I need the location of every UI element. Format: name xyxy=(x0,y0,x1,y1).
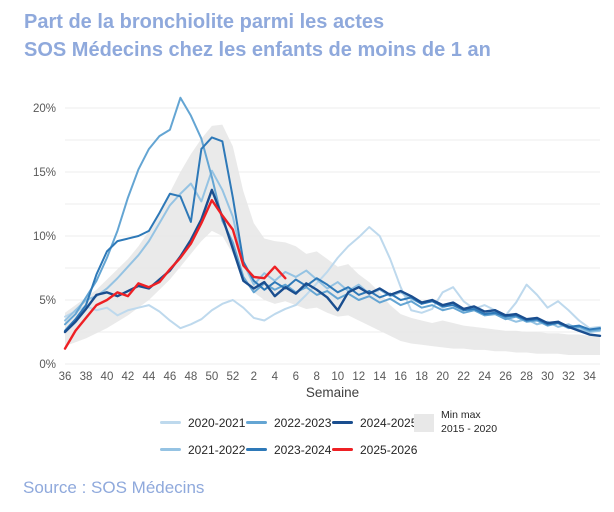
source-text: Source : SOS Médecins xyxy=(23,478,205,497)
legend-swatch-2024-2025 xyxy=(332,421,353,424)
chart-legend: 2020-2021 2022-2023 2024-2025 Min max 20… xyxy=(160,409,600,463)
y-axis-label: 15% xyxy=(33,167,56,179)
x-axis-label: 36 xyxy=(59,371,72,383)
x-axis-label: 32 xyxy=(562,371,575,383)
x-axis-label: 6 xyxy=(293,371,299,383)
page-title: Part de la bronchiolite parmi les actes … xyxy=(24,9,604,64)
legend-row-2: 2021-2022 2023-2024 2025-2026 xyxy=(160,436,600,463)
legend-label-2022-2023: 2022-2023 xyxy=(274,415,332,430)
legend-swatch-2023-2024 xyxy=(246,448,267,451)
y-axis-label: 0% xyxy=(39,359,56,371)
legend-label-minmax: Min max 2015 - 2020 xyxy=(441,409,497,435)
x-axis-label: 42 xyxy=(122,371,135,383)
x-axis-label: 24 xyxy=(478,371,491,383)
title-line-1: Part de la bronchiolite parmi les actes xyxy=(24,11,385,33)
series-line-2020-2021 xyxy=(64,226,601,330)
legend-swatch-2022-2023 xyxy=(246,421,267,424)
legend-item-2021-2022: 2021-2022 xyxy=(160,443,246,457)
legend-item-2025-2026: 2025-2026 xyxy=(332,443,418,457)
legend-label-2025-2026: 2025-2026 xyxy=(360,442,418,457)
x-axis-label: 40 xyxy=(101,371,114,383)
legend-item-2024-2025: 2024-2025 xyxy=(332,416,418,430)
legend-swatch-2021-2022 xyxy=(160,448,181,451)
legend-label-2020-2021: 2020-2021 xyxy=(188,415,246,430)
legend-swatch-minmax xyxy=(414,413,434,432)
x-axis-label: 48 xyxy=(184,371,197,383)
x-axis-label: 8 xyxy=(314,371,320,383)
legend-label-2023-2024: 2023-2024 xyxy=(274,442,332,457)
x-axis-label: 30 xyxy=(541,371,554,383)
legend-item-minmax: Min max 2015 - 2020 xyxy=(414,409,497,435)
x-axis-label: 52 xyxy=(226,371,239,383)
minmax-band xyxy=(65,124,600,356)
legend-item-2023-2024: 2023-2024 xyxy=(246,443,332,457)
legend-label-minmax-line2: 2015 - 2020 xyxy=(441,422,498,435)
x-axis-label: 34 xyxy=(583,371,596,383)
y-axis-label: 10% xyxy=(33,231,56,243)
legend-item-2020-2021: 2020-2021 xyxy=(160,416,246,430)
legend-label-2024-2025: 2024-2025 xyxy=(360,415,418,430)
legend-row-1: 2020-2021 2022-2023 2024-2025 Min max 20… xyxy=(160,409,600,436)
y-axis-label: 20% xyxy=(33,103,56,115)
series-line-2022-2023 xyxy=(64,96,601,332)
x-axis-label: 18 xyxy=(415,371,428,383)
legend-swatch-2020-2021 xyxy=(160,421,181,424)
x-axis-label: 50 xyxy=(205,371,218,383)
x-axis-label: 46 xyxy=(164,371,177,383)
legend-item-2022-2023: 2022-2023 xyxy=(246,416,332,430)
series-line-2023-2024 xyxy=(64,136,601,332)
series-line-2025-2026 xyxy=(63,198,287,350)
legend-label-2021-2022: 2021-2022 xyxy=(188,442,246,457)
legend-swatch-2025-2026 xyxy=(332,448,353,451)
series-line-2021-2022 xyxy=(64,169,601,333)
x-axis-label: 2 xyxy=(251,371,257,383)
x-axis-title: Semaine xyxy=(306,385,359,400)
x-axis-label: 28 xyxy=(520,371,533,383)
x-axis-label: 4 xyxy=(272,371,279,383)
title-line-2: SOS Médecins chez les enfants de moins d… xyxy=(24,38,491,61)
y-axis-label: 5% xyxy=(39,295,56,307)
x-axis-label: 14 xyxy=(373,371,386,383)
x-axis-label: 12 xyxy=(352,371,365,383)
x-axis-label: 16 xyxy=(394,371,407,383)
x-axis-label: 10 xyxy=(331,371,344,383)
x-axis-label: 20 xyxy=(436,371,449,383)
legend-label-minmax-line1: Min max xyxy=(441,409,481,422)
x-axis-label: 26 xyxy=(499,371,512,383)
x-axis-label: 44 xyxy=(143,371,156,383)
bronchiolitis-chart-svg: 0%5%10%15%20%36 38 40 42 44 46 48 50 52 2 4 6 8 10 12 1… xyxy=(33,96,602,400)
x-axis-label: 38 xyxy=(80,371,93,383)
chart-area: 0% 5% 10% 15% 20% 36 38 40 42 44 46 48 50 52 2 4 6 8 10 12 1… xyxy=(0,88,614,406)
x-axis-label: 22 xyxy=(457,371,470,383)
